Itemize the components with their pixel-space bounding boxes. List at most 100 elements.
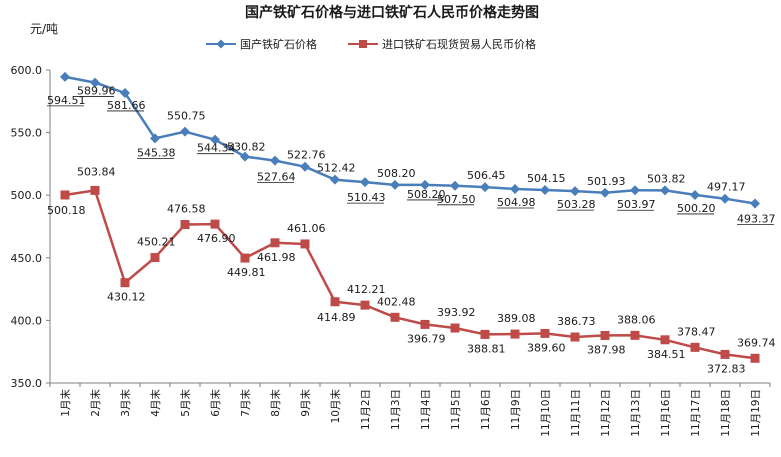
x-tick-label: 11月17日	[690, 389, 702, 437]
legend-label-import: 进口铁矿石现货贸易人民币价格	[382, 37, 536, 51]
data-label: 503.97	[617, 198, 656, 211]
data-label: 589.96	[77, 85, 116, 98]
data-label: 508.20	[377, 167, 416, 180]
data-point	[120, 87, 130, 98]
data-label: 594.51	[47, 94, 86, 107]
chart-title: 国产铁矿石价格与进口铁矿石人民币价格走势图	[245, 4, 539, 21]
data-point	[720, 193, 730, 204]
data-label: 449.81	[227, 266, 266, 279]
data-label: 414.89	[317, 311, 356, 324]
data-point	[300, 161, 310, 172]
data-label: 507.50	[437, 193, 476, 206]
data-label: 430.12	[107, 291, 146, 304]
y-axis-unit-label: 元/吨	[30, 22, 58, 36]
data-label: 384.51	[647, 348, 686, 361]
data-point	[420, 319, 430, 329]
data-point	[150, 253, 160, 263]
x-tick-label: 11月12日	[600, 389, 612, 437]
y-tick-label: 550.0	[11, 127, 43, 140]
data-point	[270, 238, 280, 248]
data-label: 522.76	[287, 149, 326, 162]
x-axis: 1月末 2月末 3月末 4月末 5月末 6月末 7月末 8月末 9月末 10月末 11月2日 11月3…	[49, 382, 771, 437]
data-point	[300, 239, 310, 249]
data-label: 581.66	[107, 99, 146, 112]
data-point	[690, 342, 700, 352]
data-label: 530.82	[227, 141, 266, 154]
y-tick-label: 450.0	[11, 252, 43, 265]
x-tick-label: 11月18日	[720, 389, 732, 437]
x-tick-label: 3月末	[119, 389, 132, 417]
y-tick-label: 600.0	[11, 64, 43, 77]
x-tick-label: 7月末	[239, 389, 252, 417]
x-tick-label: 11月16日	[660, 389, 672, 437]
data-point	[180, 126, 190, 137]
x-tick-label: 6月末	[209, 389, 222, 417]
x-tick-label: 11月6日	[480, 389, 492, 430]
data-label: 412.21	[347, 283, 386, 296]
data-point	[390, 312, 400, 322]
x-tick-label: 11月4日	[420, 389, 432, 430]
data-point	[690, 189, 700, 200]
data-point	[480, 182, 490, 193]
data-label: 506.45	[467, 169, 506, 182]
data-point	[90, 185, 100, 195]
x-tick-label: 2月末	[89, 389, 102, 417]
data-point	[240, 151, 250, 162]
data-point	[60, 71, 70, 82]
data-point	[510, 329, 520, 339]
data-label: 501.93	[587, 175, 626, 188]
y-axis: 350.0 400.0 450.0 500.0 550.0 600.0	[11, 64, 51, 390]
data-label: 386.73	[557, 315, 596, 328]
data-label: 527.64	[257, 171, 296, 184]
data-label: 388.81	[467, 342, 506, 355]
data-label: 503.28	[557, 198, 596, 211]
data-point	[570, 186, 580, 197]
data-label: 372.83	[707, 362, 746, 375]
data-point	[510, 183, 520, 194]
data-point	[90, 77, 100, 88]
data-label: 545.38	[137, 146, 176, 159]
data-label: 393.92	[437, 306, 476, 319]
data-label: 504.15	[527, 172, 566, 185]
data-point	[180, 220, 190, 230]
data-point	[360, 300, 370, 310]
data-label: 388.06	[617, 313, 656, 326]
series-line	[64, 75, 756, 205]
data-point	[150, 133, 160, 144]
x-tick-label: 4月末	[149, 389, 162, 417]
legend: 国产铁矿石价格 进口铁矿石现货贸易人民币价格	[206, 37, 536, 51]
data-point	[330, 297, 340, 307]
data-label: 510.43	[347, 191, 386, 204]
data-point	[390, 179, 400, 190]
x-tick-label: 11月3日	[390, 389, 402, 430]
data-point	[720, 349, 730, 359]
series-import: 500.18 503.84 430.12 450.21 476.58 476.90 449.…	[47, 165, 776, 375]
x-tick-label: 10月末	[329, 389, 342, 424]
data-point	[240, 253, 250, 263]
data-label: 503.82	[647, 172, 686, 185]
data-point	[540, 185, 550, 196]
x-tick-label: 1月末	[59, 389, 72, 417]
data-point	[330, 174, 340, 185]
data-point	[600, 330, 610, 340]
data-label: 389.08	[497, 312, 536, 325]
data-point	[60, 190, 70, 200]
series-line	[64, 189, 756, 360]
data-point	[630, 185, 640, 196]
data-point	[660, 335, 670, 345]
data-label: 504.98	[497, 196, 536, 209]
data-point	[660, 185, 670, 196]
x-tick-label: 8月末	[269, 389, 282, 417]
x-tick-label: 11月2日	[360, 389, 372, 430]
data-point	[600, 187, 610, 198]
x-tick-label: 5月末	[179, 389, 192, 417]
x-tick-label: 11月9日	[510, 389, 522, 430]
data-point	[750, 353, 760, 363]
data-label: 508.20	[407, 188, 446, 201]
x-tick-label: 11月5日	[450, 389, 462, 430]
data-point	[120, 278, 130, 288]
